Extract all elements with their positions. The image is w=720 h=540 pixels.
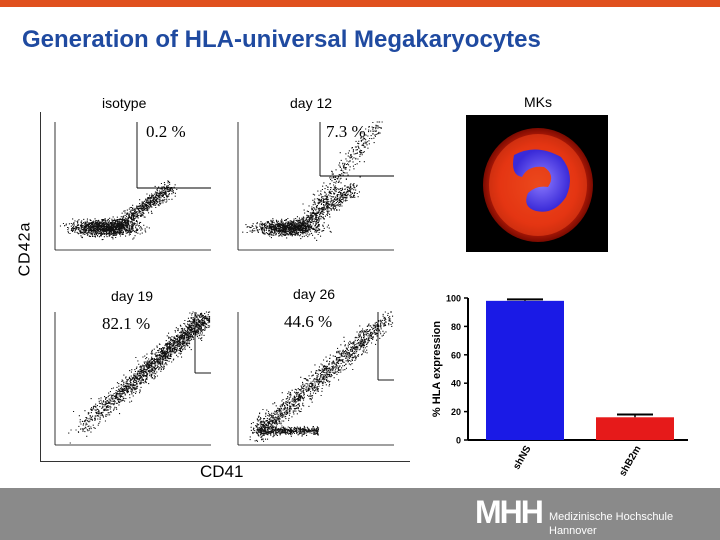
footer-bar	[0, 488, 720, 540]
mks-label: MKs	[524, 94, 552, 110]
institution-line-1: Medizinische Hochschule	[549, 511, 674, 523]
megakaryocyte-icon	[483, 128, 593, 242]
flow-plot-isotype	[54, 122, 211, 251]
bar-chart-ytick-label: 0	[456, 436, 461, 446]
x-axis-label: CD41	[200, 462, 244, 481]
panel-label-day19: day 19	[111, 288, 154, 304]
bar-shNS	[486, 300, 564, 440]
bar-label-shB2m: shB2m	[617, 444, 643, 478]
bar-chart-ytick-label: 20	[451, 407, 461, 417]
bar-chart-ytick-label: 100	[446, 294, 461, 304]
bar-label-shNS: shNS	[511, 444, 533, 472]
y-axis-label: CD42a	[16, 221, 34, 277]
mhh-logo: MHH	[475, 494, 544, 530]
bar-chart-ytick-label: 80	[451, 322, 461, 332]
x-axis-line	[40, 461, 410, 462]
megakaryocyte-image	[466, 115, 608, 252]
y-axis-line	[40, 112, 41, 462]
flow-plot-day26	[237, 311, 394, 446]
panel-label-day12: day 12	[290, 95, 333, 111]
flow-plot-day19	[54, 311, 211, 446]
bar-chart-ytick-label: 60	[451, 350, 461, 360]
panel-percent-day19: 82.1 %	[102, 314, 151, 333]
hla-bar-chart: % HLA expression 0 20 40 60 80 100 shNS shB2m	[431, 294, 688, 478]
top-accent-bar	[0, 0, 720, 7]
panel-label-isotype: isotype	[102, 95, 147, 111]
slide-title: Generation of HLA-universal Megakaryocyt…	[22, 26, 541, 53]
panel-label-day26: day 26	[293, 286, 336, 302]
institution-line-2: Hannover	[549, 525, 597, 537]
bar-chart-ytick-label: 40	[451, 379, 461, 389]
flow-plot-day12	[237, 121, 394, 251]
institution-name: Medizinische Hochschule Hannover	[549, 510, 673, 538]
bar-shB2m	[596, 417, 674, 440]
panel-percent-isotype: 0.2 %	[146, 122, 186, 141]
bar-chart-ylabel: % HLA expression	[431, 321, 443, 417]
panel-percent-day12: 7.3 %	[326, 122, 366, 141]
panel-percent-day26: 44.6 %	[284, 312, 333, 331]
